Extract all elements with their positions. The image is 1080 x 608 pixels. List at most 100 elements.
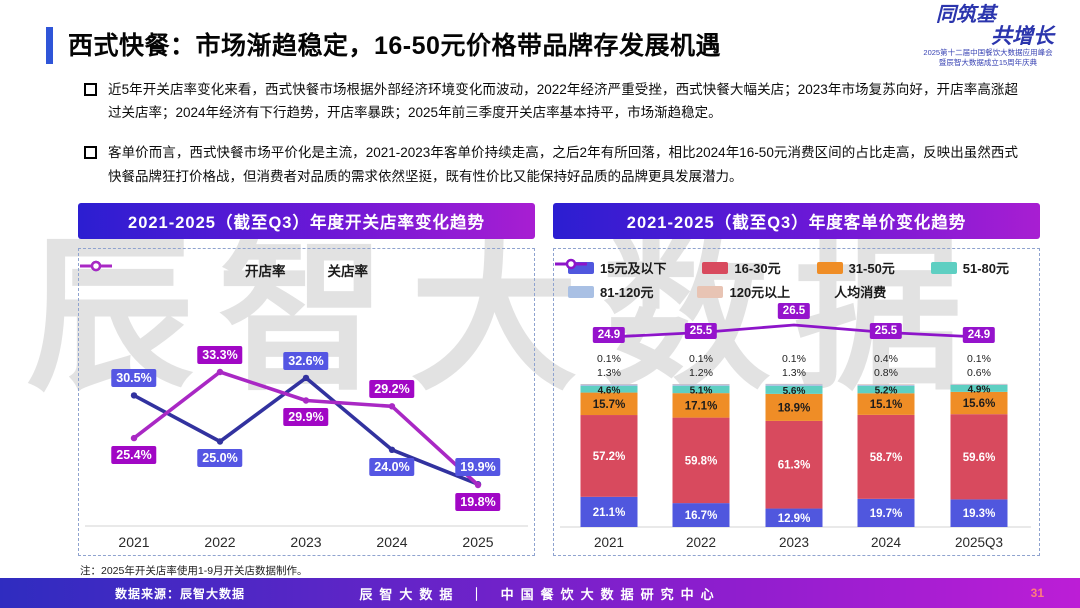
bullet-text-1: 近5年开关店率变化来看，西式快餐市场根据外部经济环境变化而波动，2022年经济严… bbox=[108, 82, 1018, 121]
svg-text:18.9%: 18.9% bbox=[778, 402, 811, 414]
svg-text:2022: 2022 bbox=[686, 535, 716, 550]
legend-item: 81-120元 bbox=[568, 282, 653, 301]
point-label: 19.9% bbox=[455, 458, 501, 477]
svg-text:12.9%: 12.9% bbox=[778, 513, 811, 525]
legend-swatch bbox=[697, 285, 724, 298]
svg-text:21.1%: 21.1% bbox=[593, 507, 626, 519]
svg-text:2022: 2022 bbox=[204, 534, 235, 550]
svg-text:15.7%: 15.7% bbox=[593, 399, 626, 411]
legend-label: 51-80元 bbox=[962, 261, 1009, 276]
svg-text:19.7%: 19.7% bbox=[870, 508, 903, 520]
line-point-label: 25.5 bbox=[869, 322, 903, 339]
svg-text:2023: 2023 bbox=[290, 534, 321, 550]
svg-text:17.1%: 17.1% bbox=[685, 400, 718, 412]
svg-text:4.6%: 4.6% bbox=[598, 385, 621, 396]
logo-line2: 共增长 bbox=[991, 25, 1054, 48]
svg-text:2025: 2025 bbox=[462, 534, 493, 550]
line-point-label: 24.9 bbox=[592, 327, 626, 343]
svg-text:0.6%: 0.6% bbox=[967, 367, 991, 379]
svg-text:19.3%: 19.3% bbox=[963, 508, 996, 520]
svg-text:5.1%: 5.1% bbox=[690, 386, 713, 397]
svg-text:5.6%: 5.6% bbox=[783, 386, 806, 397]
footnote: 注：2025年开关店率使用1-9月开关店数据制作。 bbox=[80, 565, 308, 577]
left-chart-title: 2021-2025（截至Q3）年度开关店率变化趋势 bbox=[128, 214, 485, 232]
point-label: 29.9% bbox=[283, 408, 329, 427]
bullet-list: 近5年开关店率变化来看，西式快餐市场根据外部经济环境变化而波动，2022年经济严… bbox=[84, 78, 1018, 205]
svg-text:4.9%: 4.9% bbox=[968, 384, 991, 395]
svg-text:2024: 2024 bbox=[871, 535, 902, 550]
legend-label: 16-30元 bbox=[734, 261, 781, 276]
svg-text:0.4%: 0.4% bbox=[874, 353, 898, 365]
svg-text:59.8%: 59.8% bbox=[685, 455, 718, 467]
svg-text:0.8%: 0.8% bbox=[874, 367, 898, 379]
logo-line1: 同筑基 bbox=[936, 4, 996, 26]
svg-text:2021: 2021 bbox=[118, 534, 149, 550]
legend-swatch bbox=[568, 285, 594, 298]
page-number: 31 bbox=[1030, 586, 1044, 600]
svg-text:1.3%: 1.3% bbox=[597, 367, 621, 379]
svg-text:0.1%: 0.1% bbox=[689, 353, 713, 365]
svg-text:61.3%: 61.3% bbox=[778, 460, 811, 472]
svg-text:2023: 2023 bbox=[779, 535, 809, 550]
point-label: 32.6% bbox=[283, 351, 329, 370]
point-label: 25.0% bbox=[197, 449, 243, 468]
svg-text:15.1%: 15.1% bbox=[870, 399, 903, 411]
svg-text:2024: 2024 bbox=[376, 534, 407, 550]
line-chart-legend: 开店率 关店率 bbox=[79, 260, 534, 280]
square-bullet-icon bbox=[84, 146, 97, 160]
svg-text:2025Q3: 2025Q3 bbox=[955, 535, 1003, 550]
square-bullet-icon bbox=[84, 83, 97, 96]
title-accent-bar bbox=[46, 27, 53, 64]
legend-label: 120元以上 bbox=[729, 285, 791, 300]
legend-row-1: 15元及以下 16-30元 31-50元 51-80元 bbox=[554, 258, 1039, 277]
svg-text:16.7%: 16.7% bbox=[685, 510, 718, 522]
svg-text:2021: 2021 bbox=[594, 535, 624, 550]
svg-text:15.6%: 15.6% bbox=[963, 398, 996, 410]
line-point-label: 25.5 bbox=[684, 322, 718, 339]
logo-subtitle-1: 2025第十二届中国餐饮大数据应用峰会 bbox=[923, 48, 1053, 58]
open-close-rate-chart-panel: 2021-2025（截至Q3）年度开关店率变化趋势 开店率 关店率 2021 2022… bbox=[78, 203, 535, 556]
legend-label: 开店率 bbox=[245, 264, 286, 279]
logo-subtitle-2: 暨辰智大数据成立15周年庆典 bbox=[938, 58, 1038, 68]
svg-text:0.1%: 0.1% bbox=[597, 353, 621, 365]
page-title: 西式快餐：市场渐趋稳定，16-50元价格带品牌存发展机遇 bbox=[68, 32, 721, 60]
legend-label: 人均消费 bbox=[834, 285, 887, 300]
point-label: 33.3% bbox=[197, 346, 243, 364]
legend-row-2: 81-120元 120元以上 人均消费 bbox=[554, 258, 1039, 301]
bullet-item-1: 近5年开关店率变化来看，西式快餐市场根据外部经济环境变化而波动，2022年经济严… bbox=[84, 78, 1018, 124]
legend-label: 关店率 bbox=[327, 264, 369, 279]
charts-row: 2021-2025（截至Q3）年度开关店率变化趋势 开店率 关店率 2021 2022… bbox=[78, 203, 1040, 556]
legend-swatch bbox=[702, 261, 729, 274]
svg-text:59.6%: 59.6% bbox=[963, 452, 996, 464]
point-label: 19.8% bbox=[455, 493, 501, 511]
svg-text:5.2%: 5.2% bbox=[875, 386, 898, 397]
svg-text:58.7%: 58.7% bbox=[870, 452, 903, 464]
right-chart-title: 2021-2025（截至Q3）年度客单价变化趋势 bbox=[626, 214, 967, 232]
svg-text:0.1%: 0.1% bbox=[967, 353, 991, 365]
point-label: 24.0% bbox=[369, 457, 415, 476]
svg-text:0.1%: 0.1% bbox=[782, 353, 806, 365]
legend-item: 16-30元 bbox=[702, 258, 781, 277]
stacked-bar-chart-area: 15元及以下 16-30元 31-50元 51-80元 81-120元 120元以上 人均消… bbox=[553, 248, 1040, 556]
conference-logo: 同筑基 共增长 2025第十二届中国餐饮大数据应用峰会 暨辰智大数据成立15周年… bbox=[908, 5, 1068, 68]
legend-item: 关店率 bbox=[80, 260, 369, 280]
footer-bar: 数据来源：辰智大数据 辰智大数据 ｜ 中国餐饮大数据研究中心 31 bbox=[0, 578, 1080, 608]
legend-label: 31-50元 bbox=[848, 261, 895, 276]
left-chart-title-banner: 2021-2025（截至Q3）年度开关店率变化趋势 bbox=[78, 203, 535, 239]
point-label: 29.2% bbox=[369, 380, 415, 399]
legend-item-line: 人均消费 bbox=[555, 258, 887, 301]
data-source-label: 数据来源：辰智大数据 bbox=[115, 586, 246, 601]
bar-chart-legend: 15元及以下 16-30元 31-50元 51-80元 81-120元 120元以上 人均消… bbox=[554, 258, 1039, 301]
legend-item: 31-50元 bbox=[816, 258, 895, 277]
svg-text:57.2%: 57.2% bbox=[593, 451, 626, 463]
line-point-label: 24.9 bbox=[962, 327, 996, 343]
legend-label: 15元及以下 bbox=[600, 261, 667, 276]
legend-line-marker bbox=[555, 258, 587, 270]
legend-swatch bbox=[816, 261, 843, 274]
legend-item: 51-80元 bbox=[930, 258, 1009, 277]
line-chart-canvas: 2021 2022 2023 2024 2025 bbox=[85, 368, 528, 550]
bullet-item-2: 客单价而言，西式快餐市场平价化是主流，2021-2023年客单价持续走高，之后2… bbox=[84, 141, 1018, 187]
svg-text:1.3%: 1.3% bbox=[782, 367, 806, 379]
bar-chart-canvas: 2021 2022 2023 2024 2025Q3 21.1% 57.2% 15.7% 4.6… bbox=[560, 323, 1031, 550]
